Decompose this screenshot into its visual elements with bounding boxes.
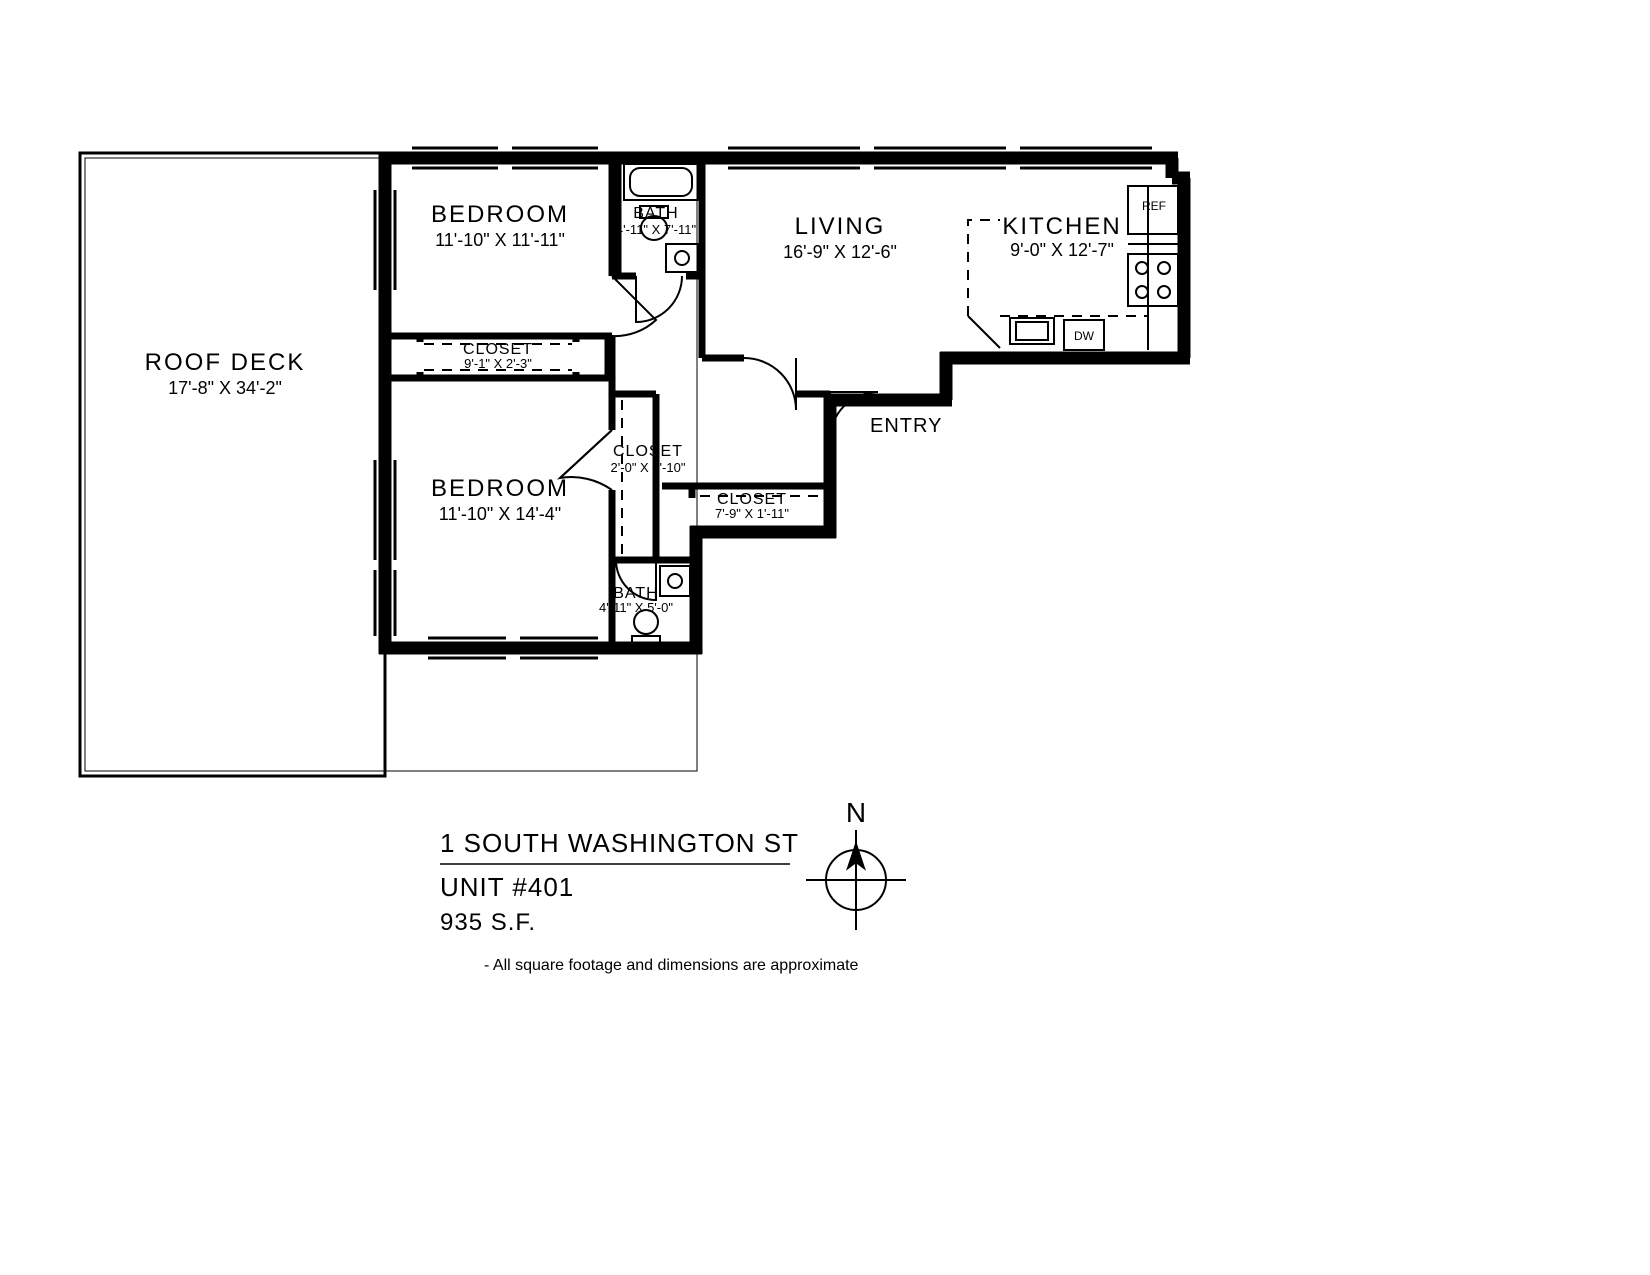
closet3-dim: 7'-9" X 1'-11" bbox=[715, 506, 789, 521]
ref-label: REF bbox=[1142, 199, 1166, 213]
door-arcs bbox=[560, 276, 878, 600]
compass-icon: N bbox=[806, 797, 906, 930]
bedroom2-dim: 11'-10" X 14'-4" bbox=[439, 504, 561, 524]
dw-label: DW bbox=[1074, 329, 1095, 343]
living-dim: 16'-9" X 12'-6" bbox=[783, 242, 897, 262]
roofdeck-name: ROOF DECK bbox=[145, 349, 306, 376]
living-name: LIVING bbox=[795, 213, 886, 240]
bedroom2-name: BEDROOM bbox=[431, 475, 569, 502]
disclaimer: - All square footage and dimensions are … bbox=[484, 957, 859, 974]
bedroom1-dim: 11'-10" X 11'-11" bbox=[435, 230, 565, 250]
bedroom1-name: BEDROOM bbox=[431, 201, 569, 228]
bath2-dim: 4'-11" X 5'-0" bbox=[599, 600, 673, 615]
area: 935 S.F. bbox=[440, 909, 536, 936]
address: 1 SOUTH WASHINGTON ST bbox=[440, 828, 799, 858]
kitchen-name: KITCHEN bbox=[1002, 213, 1121, 240]
title-block: 1 SOUTH WASHINGTON ST UNIT #401 935 S.F.… bbox=[440, 828, 859, 974]
closet2-dim: 2'-0" X 8'-10" bbox=[611, 460, 686, 475]
closet2-name: CLOSET bbox=[613, 443, 683, 460]
entry-name: ENTRY bbox=[870, 415, 942, 437]
bath1-name: BATH bbox=[633, 205, 678, 222]
compass-n: N bbox=[846, 797, 866, 828]
floorplan-page: ROOF DECK 17'-8" X 34'-2" BEDROOM 11'-10… bbox=[0, 0, 1650, 1275]
unit: UNIT #401 bbox=[440, 872, 574, 902]
bath1-dim: 4'-11" X 7'-11" bbox=[616, 222, 697, 237]
roofdeck-dim: 17'-8" X 34'-2" bbox=[168, 378, 282, 398]
kitchen-dim: 9'-0" X 12'-7" bbox=[1010, 240, 1114, 260]
closet1-dim: 9'-1" X 2'-3" bbox=[464, 356, 532, 371]
floorplan-svg: ROOF DECK 17'-8" X 34'-2" BEDROOM 11'-10… bbox=[0, 0, 1650, 1275]
